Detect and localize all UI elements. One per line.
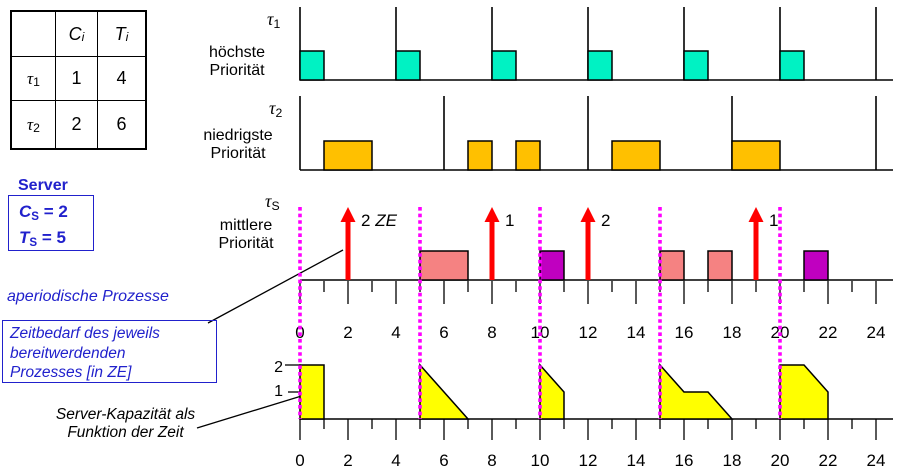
- server-ts-value: TS = 5: [19, 228, 66, 250]
- tau1-priority-label: höchste Priorität: [208, 44, 266, 79]
- time-axis-label: 18: [723, 323, 742, 342]
- time-axis-label: 16: [675, 323, 694, 342]
- server-capacity-shape: [419, 363, 470, 420]
- time-axis-label: 6: [439, 451, 448, 470]
- tau2-priority-label: niedrigste Priorität: [203, 127, 273, 162]
- server-capacity-shape: [539, 363, 565, 420]
- time-axis-label: 16: [675, 451, 694, 470]
- server-title: Server: [18, 177, 68, 194]
- time-axis-label: 22: [819, 451, 838, 470]
- demand-pointer-line: [207, 249, 344, 324]
- tau2-execution-block: [731, 140, 781, 171]
- time-axis-label: 8: [487, 451, 496, 470]
- server-execution-block: [419, 250, 469, 281]
- aperiodic-processes-label: aperiodische Prozesse: [7, 288, 169, 305]
- server-capacity-shape: [659, 363, 734, 420]
- demand-note-box: Zeitbedarf des jeweils bereitwerdenden P…: [2, 320, 217, 383]
- time-axis-label: 4: [391, 451, 400, 470]
- tau1-execution-block: [683, 50, 709, 81]
- time-axis-label: 2: [343, 323, 352, 342]
- tau1-execution-block: [299, 50, 325, 81]
- tau1-execution-block: [491, 50, 517, 81]
- time-axis-label: 4: [391, 323, 400, 342]
- server-track-label: τS: [265, 191, 280, 214]
- table-cell-empty: [12, 12, 55, 56]
- time-axis-label: 0: [295, 451, 304, 470]
- server-parameters-box: CS = 2 TS = 5: [8, 195, 94, 251]
- server-execution-block: [803, 250, 829, 281]
- time-axis-label: 6: [439, 323, 448, 342]
- time-axis-label: 20: [771, 451, 790, 470]
- aperiodic-request-arrowhead: [748, 207, 764, 222]
- server-execution-block: [707, 250, 733, 281]
- server-execution-block: [539, 250, 565, 281]
- server-execution-block: [659, 250, 685, 281]
- aperiodic-request-arrowhead: [484, 207, 500, 222]
- table-cell-tau1-c: 1: [55, 56, 97, 100]
- server-capacity-shape: [299, 364, 325, 420]
- demand-note-line: Zeitbedarf des jeweils: [10, 325, 160, 342]
- aperiodic-request-label: 2 ZE: [361, 211, 397, 230]
- aperiodic-request-arrowhead: [580, 207, 596, 222]
- server-cs-value: CS = 2: [19, 202, 68, 224]
- tau1-execution-block: [395, 50, 421, 81]
- time-axis-label: 14: [627, 451, 646, 470]
- tau2-execution-block: [515, 140, 541, 171]
- aperiodic-request-label: 2: [601, 211, 611, 230]
- time-axis-label: 12: [579, 323, 598, 342]
- time-axis-label: 2: [343, 451, 352, 470]
- table-cell-tau1-t: 4: [97, 56, 145, 100]
- tau2-execution-block: [323, 140, 373, 171]
- aperiodic-request-label: 1: [769, 211, 779, 230]
- tau2-execution-block: [611, 140, 661, 171]
- tau2-execution-block: [467, 140, 493, 171]
- tau1-execution-block: [587, 50, 613, 81]
- time-axis-label: 8: [487, 323, 496, 342]
- time-axis-label: 18: [723, 451, 742, 470]
- time-axis-label: 24: [867, 451, 886, 470]
- capacity-axis-label: 2: [274, 359, 283, 376]
- server-capacity-shape: [779, 364, 829, 420]
- capacity-axis-label: 1: [274, 383, 283, 400]
- time-axis-label: 12: [579, 451, 598, 470]
- aperiodic-request-label: 1: [505, 211, 515, 230]
- capacity-pointer-line: [196, 393, 309, 429]
- time-axis-label: 14: [627, 323, 646, 342]
- tau2-track-label: τ2: [269, 98, 283, 121]
- time-axis-label: 10: [531, 451, 550, 470]
- demand-note-line: Prozesses [in ZE]: [10, 364, 132, 381]
- tau1-track-label: τ1: [267, 9, 281, 32]
- time-axis-label: 24: [867, 323, 886, 342]
- capacity-note-line: Server-Kapazität als: [55, 406, 196, 423]
- table-cell-tau2-c: 2: [55, 100, 97, 148]
- table-cell-tau2-t: 6: [97, 100, 145, 148]
- time-axis-label: 22: [819, 323, 838, 342]
- aperiodic-request-arrowhead: [340, 207, 356, 222]
- demand-note-line: bereitwerdenden: [10, 344, 126, 362]
- tau1-execution-block: [779, 50, 805, 81]
- capacity-note-line: Funktion der Zeit: [67, 423, 184, 441]
- server-capacity-note: Server-Kapazität als Funktion der Zeit: [28, 406, 223, 441]
- server-priority-label: mittlere Priorität: [218, 217, 274, 252]
